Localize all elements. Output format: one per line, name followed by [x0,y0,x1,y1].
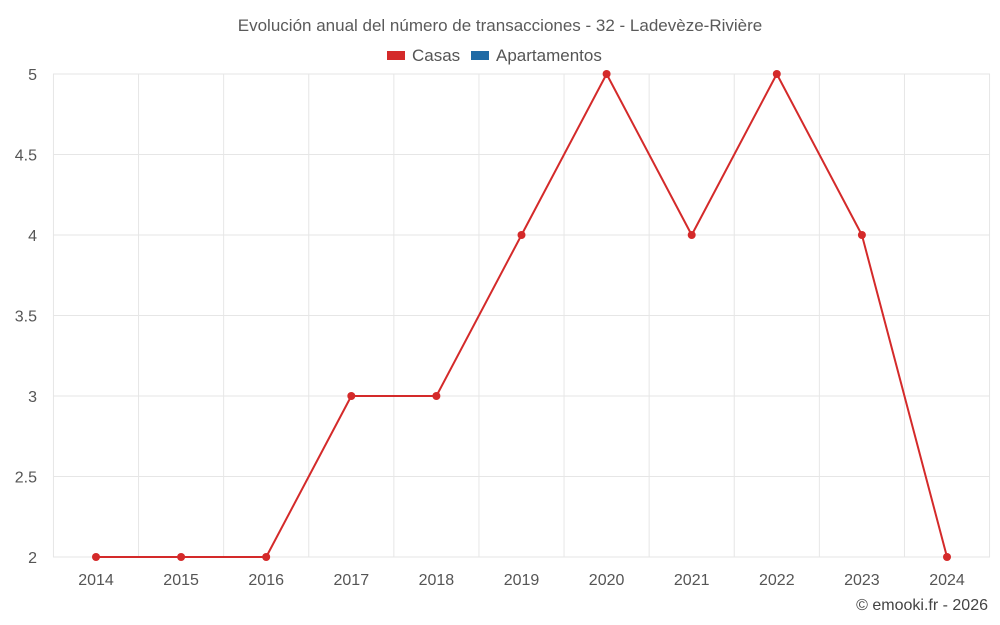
legend: Casas Apartamentos [387,46,602,65]
y-tick-label: 2 [28,550,37,567]
legend-label-casas[interactable]: Casas [412,46,460,65]
x-tick-label: 2020 [589,572,625,589]
y-tick-label: 3 [28,389,37,406]
data-point[interactable] [943,553,951,561]
y-tick-label: 4 [28,228,37,245]
legend-item-apartamentos[interactable]: Apartamentos [471,46,602,65]
gridlines [52,73,991,558]
data-point[interactable] [262,553,271,561]
x-tick-label: 2018 [419,572,455,589]
y-tick-label: 4.5 [15,148,37,165]
x-tick-label: 2021 [674,572,710,589]
x-tick-label: 2014 [78,572,114,589]
x-axis: 2014 2015 2016 2017 2018 2019 2020 2021 2022 2023… [78,572,965,589]
legend-label-apartamentos[interactable]: Apartamentos [496,46,602,65]
x-tick-label: 2024 [929,572,965,589]
x-tick-label: 2022 [759,572,795,589]
data-point[interactable] [347,392,356,400]
data-point[interactable] [432,392,441,400]
legend-swatch-apartamentos [471,51,489,60]
credit-text: © emooki.fr - 2026 [856,597,988,614]
x-tick-label: 2015 [163,572,199,589]
data-point[interactable] [177,553,186,561]
x-tick-label: 2017 [334,572,370,589]
y-tick-label: 5 [28,67,37,84]
data-point[interactable] [517,231,526,239]
data-point[interactable] [857,231,866,239]
chart-title: Evolución anual del número de transaccio… [238,16,762,35]
legend-item-casas[interactable]: Casas [387,46,460,65]
data-point[interactable] [772,70,781,78]
data-point[interactable] [602,70,611,78]
x-tick-label: 2019 [504,572,540,589]
y-tick-label: 2.5 [15,470,37,487]
y-axis: 2 2.5 3 3.5 4 4.5 5 [15,67,37,567]
x-tick-label: 2023 [844,572,880,589]
legend-swatch-casas [387,51,405,60]
y-tick-label: 3.5 [15,309,37,326]
data-point[interactable] [687,231,696,239]
series-casas [92,70,951,561]
x-tick-label: 2016 [248,572,284,589]
data-point[interactable] [92,553,100,561]
